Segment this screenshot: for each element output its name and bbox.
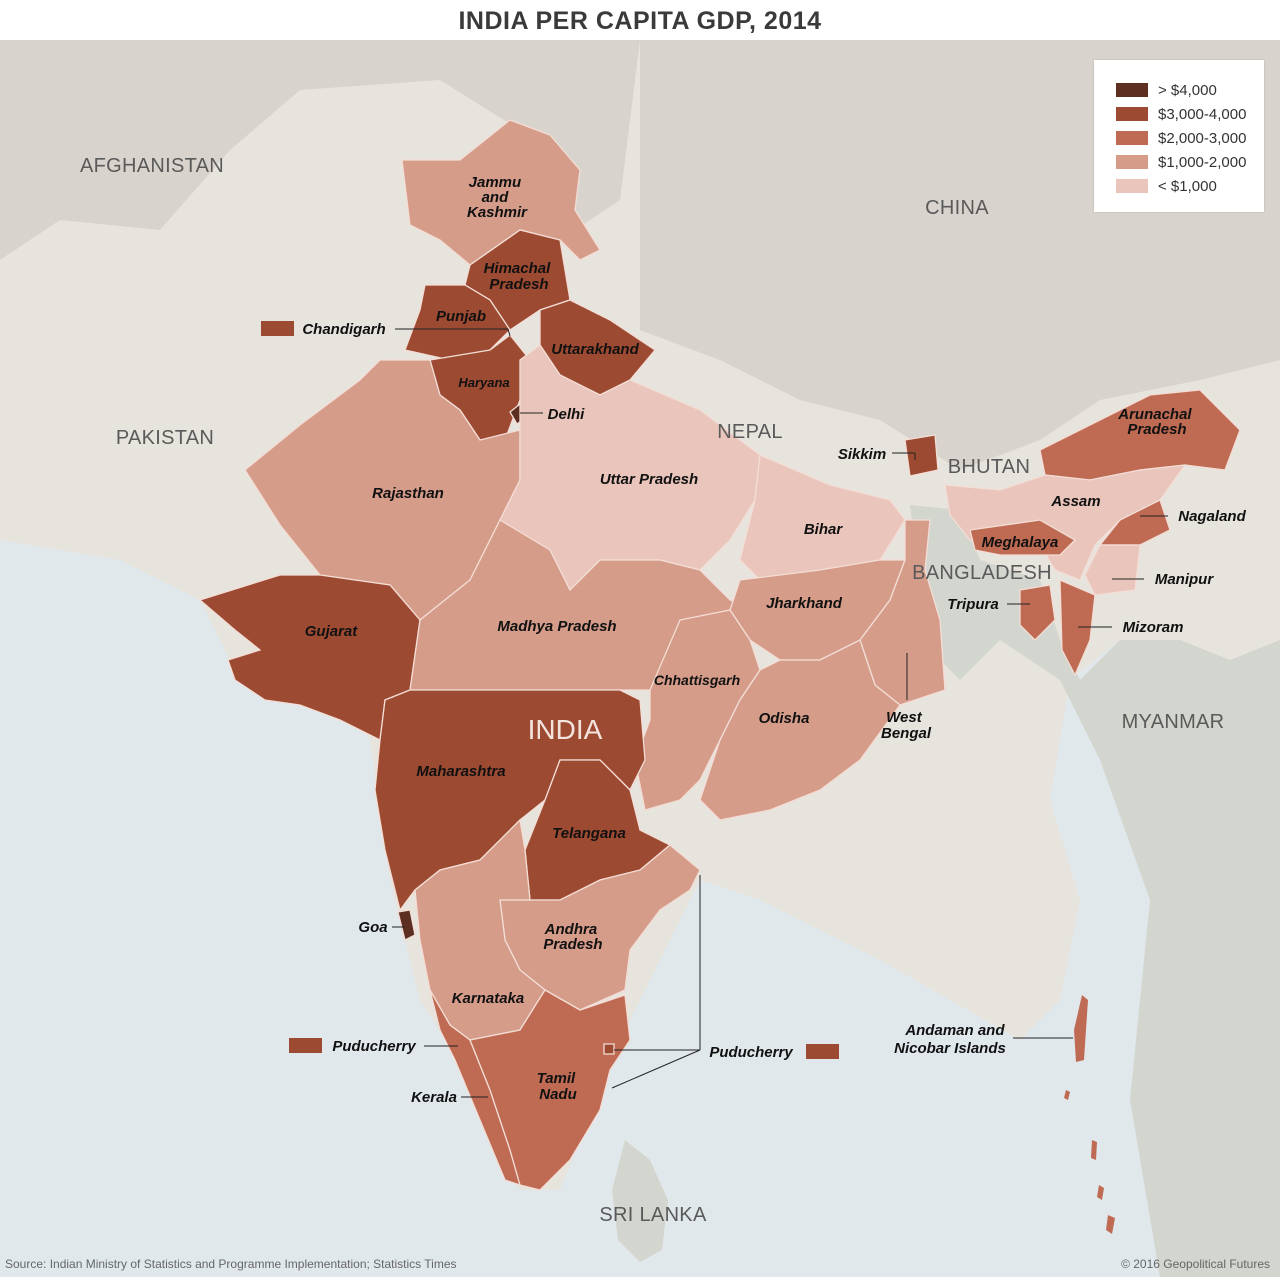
label-delhi: Delhi [548,406,586,423]
legend-swatch [1116,107,1148,121]
legend-label: $1,000-2,000 [1158,153,1247,171]
state-meghalaya[interactable] [969,519,1077,556]
source-note: Source: Indian Ministry of Statistics an… [5,1257,457,1271]
label-madhya-pradesh: Madhya Pradesh [497,618,616,635]
legend-swatch [1116,179,1148,193]
label-mizoram: Mizoram [1123,619,1184,636]
legend-item: $2,000-3,000 [1116,126,1264,150]
state-manipur[interactable] [1084,544,1141,596]
state-andaman-nicobar[interactable] [1064,995,1115,1234]
label-rajasthan: Rajasthan [372,485,444,502]
legend-swatch [1116,155,1148,169]
label-maharashtra: Maharashtra [416,763,505,780]
label-sikkim: Sikkim [838,446,886,463]
label-kerala: Kerala [411,1089,457,1106]
label-andhra-pradesh: Andhra Pradesh [543,921,602,953]
label-nagaland: Nagaland [1178,508,1246,525]
legend-label: $2,000-3,000 [1158,129,1247,147]
label-arunachal-pradesh: Arunachal Pradesh [1117,406,1196,438]
country-labels: AFGHANISTAN PAKISTAN CHINA NEPAL BHUTAN … [80,155,1224,1226]
india-states [198,119,1241,1234]
legend-item: > $4,000 [1116,78,1264,102]
state-nagaland[interactable] [1098,499,1171,546]
label-andaman-nicobar: Andaman and Nicobar Islands [894,1022,1009,1057]
label-himachal-pradesh: Himachal Pradesh [484,260,555,293]
label-chandigarh: Chandigarh [302,321,385,338]
label-pakistan: PAKISTAN [116,427,214,449]
label-assam: Assam [1050,493,1100,510]
legend-item: $1,000-2,000 [1116,150,1264,174]
label-tripura: Tripura [947,596,998,613]
label-bangladesh: BANGLADESH [912,562,1052,584]
label-jammu-and-kashmir: Jammu and Kashmir [467,174,528,221]
puducherry-swatch-east [806,1044,839,1059]
label-myanmar: MYANMAR [1122,711,1225,733]
mountain-belt [0,40,1280,470]
state-jammu-and-kashmir[interactable] [401,119,601,266]
label-meghalaya: Meghalaya [982,534,1059,551]
state-goa[interactable] [397,909,416,941]
legend-label: < $1,000 [1158,177,1217,195]
state-tamil-nadu[interactable] [469,989,631,1191]
legend-label: $3,000-4,000 [1158,105,1247,123]
label-odisha: Odisha [759,710,810,727]
label-punjab: Punjab [436,308,486,325]
label-bihar: Bihar [804,521,844,538]
label-chhattisgarh: Chhattisgarh [654,672,740,688]
legend-item: < $1,000 [1116,174,1264,198]
chandigarh-swatch [261,321,294,336]
leader-lines [392,328,1168,1098]
label-puducherry-east: Puducherry [709,1044,793,1061]
state-puducherry[interactable] [603,1043,615,1055]
label-uttar-pradesh: Uttar Pradesh [600,471,698,488]
legend-item: $3,000-4,000 [1116,102,1264,126]
copyright-note: © 2016 Geopolitical Futures [1121,1257,1270,1271]
label-goa: Goa [358,919,387,936]
label-afghanistan: AFGHANISTAN [80,155,224,177]
state-sikkim[interactable] [904,434,939,477]
label-gujarat: Gujarat [305,623,359,640]
label-sri-lanka: SRI LANKA [599,1204,707,1226]
legend: > $4,000 $3,000-4,000 $2,000-3,000 $1,00… [1094,60,1264,212]
label-jharkhand: Jharkhand [766,595,843,612]
legend-swatch [1116,83,1148,97]
state-odisha[interactable] [699,639,901,821]
label-bhutan: BHUTAN [948,456,1031,478]
map-title: INDIA PER CAPITA GDP, 2014 [458,7,822,35]
eastern-neighbors [910,505,1280,1277]
sri-lanka [612,1140,668,1262]
label-karnataka: Karnataka [452,990,525,1007]
title-bar: INDIA PER CAPITA GDP, 2014 [0,0,1280,40]
map-canvas: AFGHANISTAN PAKISTAN CHINA NEPAL BHUTAN … [0,40,1280,1277]
state-gujarat[interactable] [198,574,421,741]
state-tripura[interactable] [1019,584,1056,641]
state-mizoram[interactable] [1059,579,1096,677]
label-india: INDIA [528,714,603,745]
label-nepal: NEPAL [717,421,783,443]
label-china: CHINA [925,197,989,219]
label-uttarakhand: Uttarakhand [551,341,639,358]
label-telangana: Telangana [552,825,626,842]
state-labels: Jammu and Kashmir Himachal Pradesh Punja… [302,174,1246,1106]
puducherry-swatch-west [289,1038,322,1053]
label-west-bengal: West Bengal [881,709,932,742]
label-tamil-nadu: Tamil Nadu [537,1070,580,1103]
legend-swatch [1116,131,1148,145]
label-haryana: Haryana [458,375,509,390]
state-chhattisgarh[interactable] [634,609,761,811]
label-puducherry-west: Puducherry [332,1038,416,1055]
label-manipur: Manipur [1155,571,1214,588]
legend-label: > $4,000 [1158,81,1217,99]
